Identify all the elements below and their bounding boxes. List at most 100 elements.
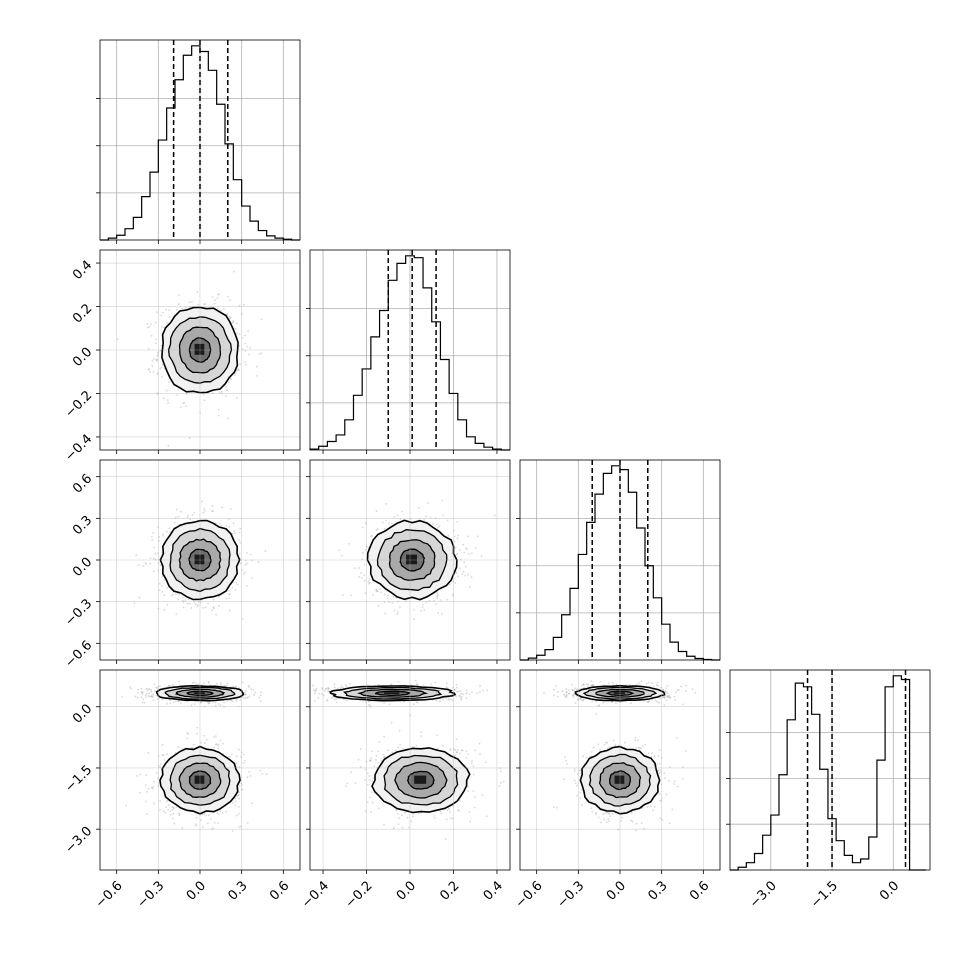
sample-point bbox=[234, 800, 237, 803]
sample-point bbox=[434, 681, 437, 684]
sample-point bbox=[207, 702, 210, 705]
sample-point bbox=[229, 316, 232, 319]
sample-point bbox=[233, 530, 235, 533]
sample-point bbox=[326, 699, 329, 702]
sample-point bbox=[252, 689, 255, 691]
sample-point bbox=[177, 389, 180, 391]
sample-point bbox=[191, 747, 193, 749]
sample-point bbox=[397, 611, 399, 613]
sample-point bbox=[203, 734, 206, 737]
scatter-panel-2-0 bbox=[96, 459, 301, 664]
sample-point bbox=[246, 552, 248, 554]
sample-point bbox=[455, 554, 457, 556]
sample-point bbox=[437, 612, 440, 614]
sample-point bbox=[212, 606, 215, 609]
sample-point bbox=[190, 704, 193, 707]
sample-point bbox=[364, 592, 367, 595]
sample-point bbox=[181, 827, 184, 829]
sample-point bbox=[428, 600, 431, 602]
sample-point bbox=[168, 316, 171, 319]
sample-point bbox=[137, 688, 140, 691]
sample-point bbox=[204, 303, 206, 305]
sample-point bbox=[342, 698, 345, 701]
sample-point bbox=[227, 589, 230, 592]
panel-frame bbox=[519, 459, 721, 661]
sample-point bbox=[193, 681, 196, 684]
sample-point bbox=[217, 414, 220, 417]
sample-point bbox=[451, 699, 454, 701]
sample-point bbox=[145, 813, 148, 815]
sample-point bbox=[225, 684, 228, 687]
sample-point bbox=[368, 581, 371, 584]
sample-point bbox=[219, 683, 222, 686]
sample-point bbox=[188, 437, 191, 439]
sample-point bbox=[413, 618, 416, 621]
sample-point bbox=[242, 753, 245, 756]
sample-point bbox=[243, 691, 246, 694]
sample-point bbox=[146, 693, 148, 695]
sample-point bbox=[150, 688, 153, 691]
sample-point bbox=[177, 515, 180, 518]
sample-point bbox=[155, 686, 158, 689]
panel-frame bbox=[99, 249, 301, 451]
sample-point bbox=[255, 365, 258, 368]
sample-point bbox=[187, 514, 189, 517]
sample-point bbox=[161, 743, 164, 746]
sample-point bbox=[458, 694, 461, 697]
sample-point bbox=[225, 597, 228, 600]
sample-point bbox=[172, 593, 174, 596]
sample-point bbox=[206, 738, 208, 741]
sample-point bbox=[391, 601, 394, 604]
sample-point bbox=[238, 344, 241, 347]
sample-point bbox=[225, 525, 228, 527]
sample-point bbox=[134, 695, 137, 698]
sample-point bbox=[238, 812, 240, 815]
sample-point bbox=[392, 595, 395, 598]
sample-point bbox=[167, 444, 170, 447]
density-peak-0 bbox=[194, 554, 205, 565]
sample-point bbox=[163, 594, 166, 596]
sample-point bbox=[231, 802, 234, 804]
sample-point bbox=[168, 527, 171, 530]
scatter-area bbox=[312, 679, 505, 840]
sample-point bbox=[234, 797, 237, 800]
sample-point bbox=[159, 800, 162, 802]
sample-point bbox=[393, 609, 396, 612]
sample-point bbox=[237, 368, 239, 371]
sample-point bbox=[183, 402, 186, 404]
sample-point bbox=[250, 553, 252, 556]
sample-point bbox=[172, 817, 174, 820]
sample-point bbox=[238, 531, 241, 534]
sample-point bbox=[181, 307, 184, 310]
sample-point bbox=[178, 812, 180, 814]
sample-point bbox=[232, 321, 235, 323]
sample-point bbox=[371, 535, 374, 537]
sample-point bbox=[222, 308, 225, 311]
sample-point bbox=[425, 515, 428, 518]
sample-point bbox=[191, 300, 193, 303]
density-peak-1 bbox=[194, 775, 205, 784]
sample-point bbox=[234, 372, 237, 375]
sample-point bbox=[219, 739, 222, 742]
sample-point bbox=[244, 350, 247, 352]
sample-point bbox=[140, 687, 143, 690]
sample-point bbox=[383, 527, 386, 530]
panel-frame bbox=[99, 39, 301, 241]
sample-point bbox=[159, 685, 161, 688]
sample-point bbox=[420, 610, 422, 612]
sample-point bbox=[379, 588, 381, 590]
sample-point bbox=[203, 399, 206, 402]
sample-point bbox=[234, 589, 237, 591]
sample-point bbox=[237, 369, 240, 372]
sample-point bbox=[247, 330, 249, 332]
sample-point bbox=[340, 554, 343, 557]
sample-point bbox=[493, 514, 496, 517]
sample-point bbox=[156, 771, 158, 774]
sample-point bbox=[243, 759, 246, 762]
sample-point bbox=[454, 582, 457, 584]
sample-point bbox=[151, 365, 154, 368]
sample-point bbox=[470, 552, 473, 555]
sample-point bbox=[162, 754, 165, 756]
sample-point bbox=[170, 594, 173, 597]
sample-point bbox=[162, 311, 164, 314]
